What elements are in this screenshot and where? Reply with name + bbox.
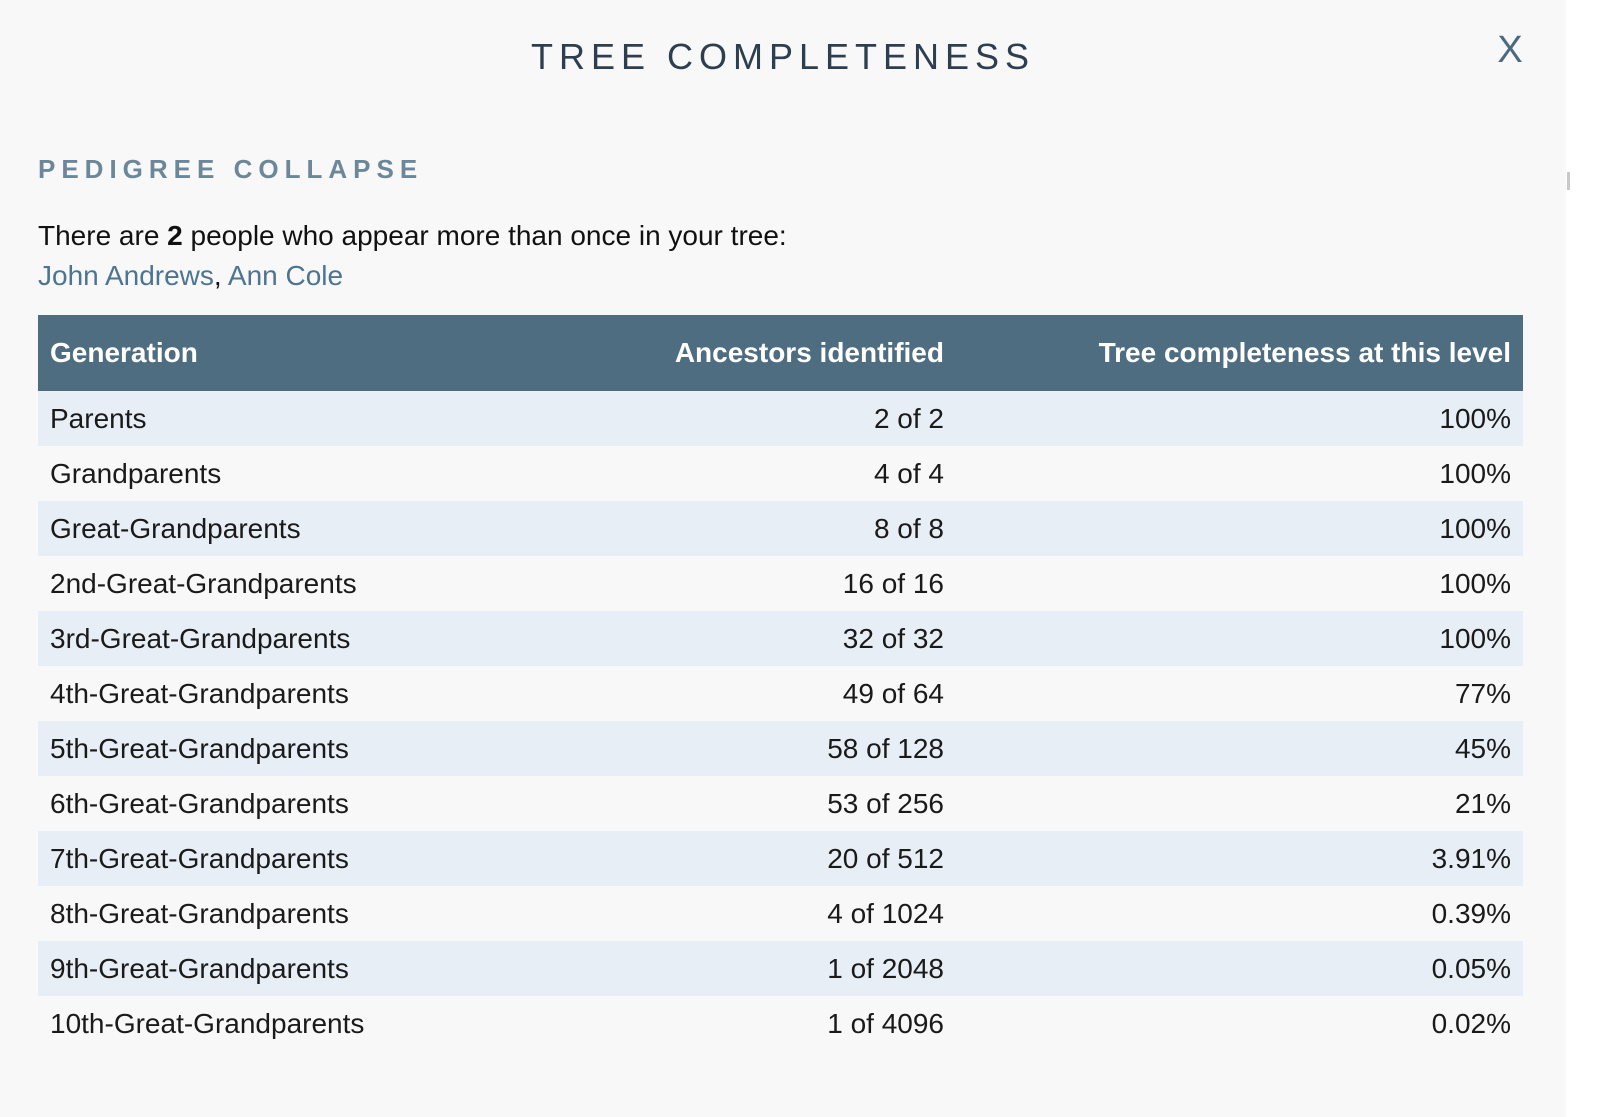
cell-tree-completeness: 100% — [956, 556, 1523, 611]
summary-text-after: people who appear more than once in your… — [182, 220, 787, 251]
cell-generation: Grandparents — [38, 446, 582, 501]
window-edge — [1566, 0, 1600, 1117]
cell-ancestors-identified: 16 of 16 — [582, 556, 956, 611]
cell-ancestors-identified: 1 of 4096 — [582, 996, 956, 1051]
table-row: 9th-Great-Grandparents 1 of 2048 0.05% — [38, 941, 1523, 996]
cell-generation: 3rd-Great-Grandparents — [38, 611, 582, 666]
cell-tree-completeness: 77% — [956, 666, 1523, 721]
table-row: 4th-Great-Grandparents 49 of 64 77% — [38, 666, 1523, 721]
cell-ancestors-identified: 2 of 2 — [582, 391, 956, 446]
people-separator: , — [213, 260, 228, 291]
column-header-tree-completeness: Tree completeness at this level — [956, 315, 1523, 391]
table-row: 2nd-Great-Grandparents 16 of 16 100% — [38, 556, 1523, 611]
tree-completeness-modal: TREE COMPLETENESS X PEDIGREE COLLAPSE Th… — [38, 29, 1523, 1051]
cell-ancestors-identified: 4 of 4 — [582, 446, 956, 501]
cell-tree-completeness: 0.02% — [956, 996, 1523, 1051]
cell-ancestors-identified: 8 of 8 — [582, 501, 956, 556]
modal-title: TREE COMPLETENESS — [530, 36, 1036, 77]
cell-generation: Parents — [38, 391, 582, 446]
table-row: Great-Grandparents 8 of 8 100% — [38, 501, 1523, 556]
cell-generation: 2nd-Great-Grandparents — [38, 556, 582, 611]
table-row: Parents 2 of 2 100% — [38, 391, 1523, 446]
duplicate-count: 2 — [167, 220, 183, 251]
table-row: 6th-Great-Grandparents 53 of 256 21% — [38, 776, 1523, 831]
cell-generation: 6th-Great-Grandparents — [38, 776, 582, 831]
scrollbar-mark — [1567, 172, 1570, 190]
cell-ancestors-identified: 49 of 64 — [582, 666, 956, 721]
cell-ancestors-identified: 53 of 256 — [582, 776, 956, 831]
person-link-ann-cole[interactable]: Ann Cole — [227, 260, 344, 291]
summary-text-before: There are — [38, 220, 168, 251]
column-header-ancestors-identified: Ancestors identified — [582, 315, 956, 391]
cell-generation: 10th-Great-Grandparents — [38, 996, 582, 1051]
close-button[interactable]: X — [1497, 29, 1523, 71]
cell-tree-completeness: 45% — [956, 721, 1523, 776]
cell-generation: 7th-Great-Grandparents — [38, 831, 582, 886]
table-body: Parents 2 of 2 100% Grandparents 4 of 4 100% G… — [38, 391, 1523, 1051]
table-row: 8th-Great-Grandparents 4 of 1024 0.39% — [38, 886, 1523, 941]
person-link-john-andrews[interactable]: John Andrews — [38, 260, 214, 291]
table-row: 7th-Great-Grandparents 20 of 512 3.91% — [38, 831, 1523, 886]
cell-tree-completeness: 100% — [956, 391, 1523, 446]
cell-tree-completeness: 21% — [956, 776, 1523, 831]
completeness-table: Generation Ancestors identified Tree com… — [38, 315, 1523, 1051]
cell-generation: 5th-Great-Grandparents — [38, 721, 582, 776]
pedigree-summary: There are 2 people who appear more than … — [38, 216, 787, 296]
table-row: 10th-Great-Grandparents 1 of 4096 0.02% — [38, 996, 1523, 1051]
table-header-row: Generation Ancestors identified Tree com… — [38, 315, 1523, 391]
cell-ancestors-identified: 58 of 128 — [582, 721, 956, 776]
cell-tree-completeness: 100% — [956, 446, 1523, 501]
completeness-table-wrapper: Generation Ancestors identified Tree com… — [38, 315, 1523, 1051]
cell-ancestors-identified: 32 of 32 — [582, 611, 956, 666]
cell-tree-completeness: 100% — [956, 501, 1523, 556]
duplicate-people-list: John Andrews, Ann Cole — [38, 256, 787, 296]
table-row: Grandparents 4 of 4 100% — [38, 446, 1523, 501]
cell-tree-completeness: 100% — [956, 611, 1523, 666]
cell-generation: 8th-Great-Grandparents — [38, 886, 582, 941]
cell-ancestors-identified: 1 of 2048 — [582, 941, 956, 996]
cell-tree-completeness: 0.39% — [956, 886, 1523, 941]
column-header-generation: Generation — [38, 315, 582, 391]
cell-generation: 9th-Great-Grandparents — [38, 941, 582, 996]
table-row: 5th-Great-Grandparents 58 of 128 45% — [38, 721, 1523, 776]
cell-tree-completeness: 0.05% — [956, 941, 1523, 996]
table-header: Generation Ancestors identified Tree com… — [38, 315, 1523, 391]
cell-generation: Great-Grandparents — [38, 501, 582, 556]
cell-generation: 4th-Great-Grandparents — [38, 666, 582, 721]
section-title-pedigree-collapse: PEDIGREE COLLAPSE — [38, 154, 424, 184]
cell-ancestors-identified: 20 of 512 — [582, 831, 956, 886]
pedigree-summary-sentence: There are 2 people who appear more than … — [38, 216, 787, 256]
table-row: 3rd-Great-Grandparents 32 of 32 100% — [38, 611, 1523, 666]
cell-ancestors-identified: 4 of 1024 — [582, 886, 956, 941]
cell-tree-completeness: 3.91% — [956, 831, 1523, 886]
